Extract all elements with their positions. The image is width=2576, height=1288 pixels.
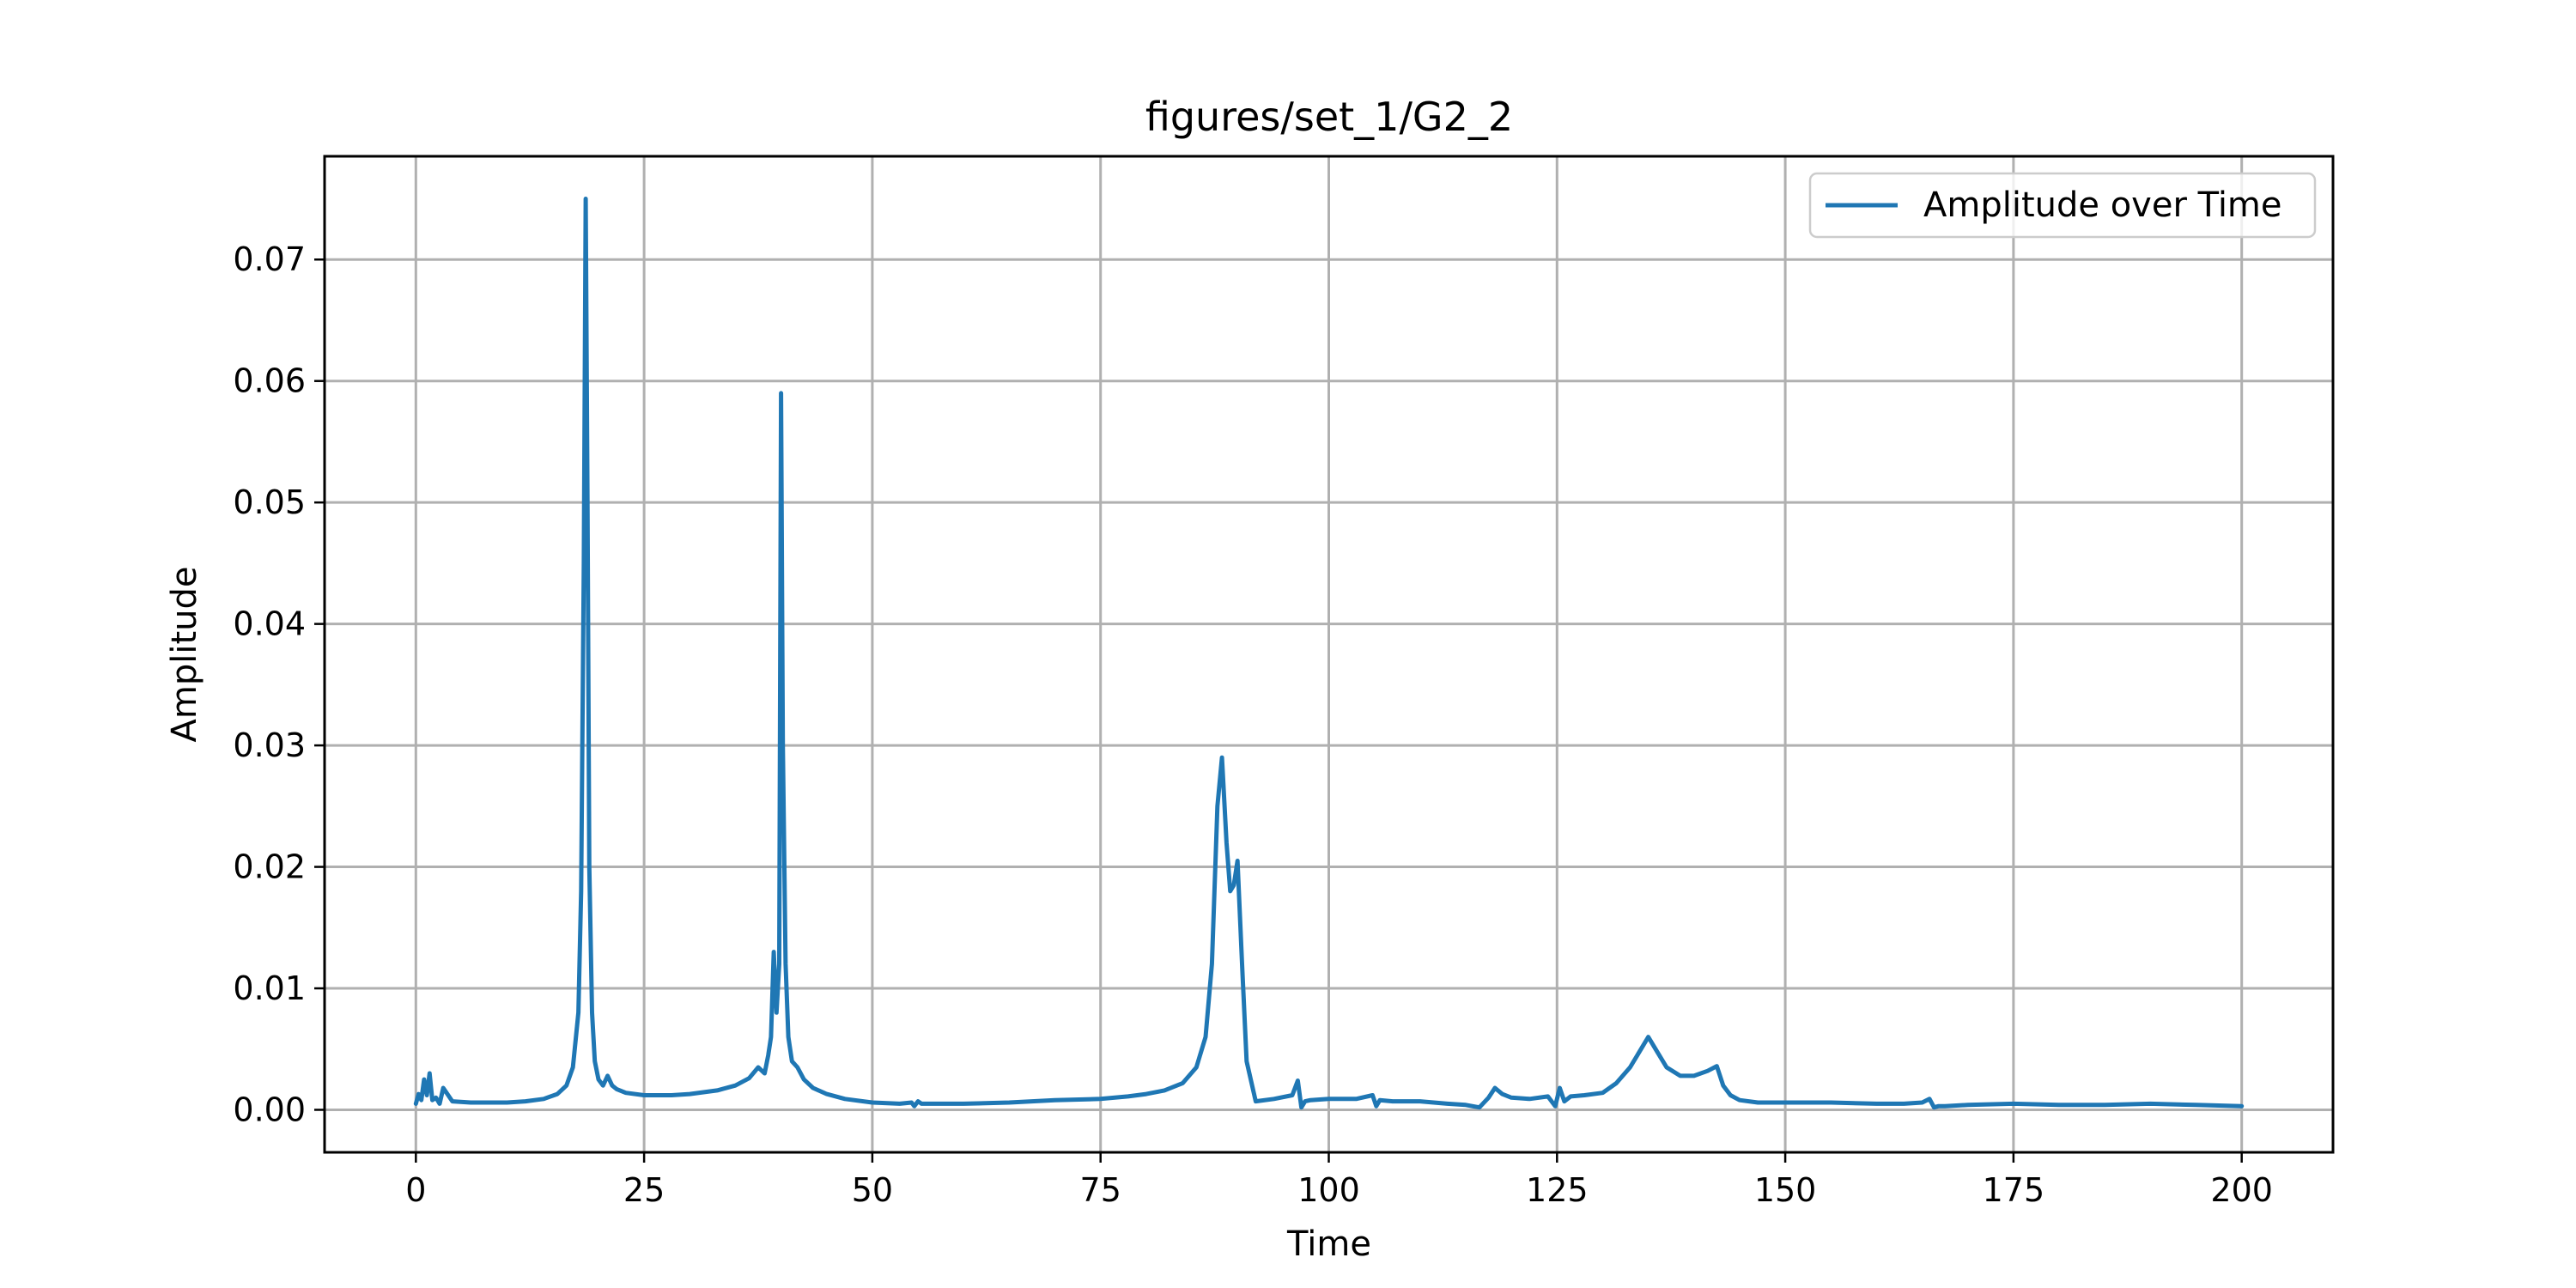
y-tick-label: 0.07	[233, 240, 306, 278]
x-tick-label: 25	[623, 1171, 665, 1209]
x-tick-label: 150	[1754, 1171, 1817, 1209]
grid	[325, 156, 2333, 1152]
y-tick-label: 0.01	[233, 969, 306, 1007]
ticks: 0 25 50 75 100 125 150 175 200 0.00 0.01 0.02 0.03 0.…	[233, 240, 2273, 1209]
x-tick-label: 175	[1983, 1171, 2045, 1209]
legend-label: Amplitude over Time	[1923, 185, 2282, 225]
x-tick-label: 75	[1080, 1171, 1121, 1209]
x-tick-label: 100	[1297, 1171, 1360, 1209]
y-tick-label: 0.04	[233, 605, 306, 643]
x-axis-label: Time	[1286, 1224, 1371, 1264]
y-axis-label: Amplitude	[165, 567, 204, 743]
series-line	[413, 197, 2245, 1110]
y-tick-label: 0.03	[233, 726, 306, 764]
y-tick-label: 0.02	[233, 848, 306, 886]
x-tick-label: 125	[1526, 1171, 1589, 1209]
y-tick-label: 0.05	[233, 483, 306, 521]
y-tick-label: 0.00	[233, 1091, 306, 1128]
series-layer	[413, 197, 2245, 1110]
chart-title: figures/set_1/G2_2	[1145, 94, 1513, 140]
legend-box	[1808, 172, 2317, 239]
x-tick-label: 50	[852, 1171, 893, 1209]
x-tick-label: 0	[405, 1171, 426, 1209]
y-tick-label: 0.06	[233, 362, 306, 400]
x-tick-label: 200	[2210, 1171, 2273, 1209]
legend: Amplitude over Time	[1808, 172, 2317, 239]
